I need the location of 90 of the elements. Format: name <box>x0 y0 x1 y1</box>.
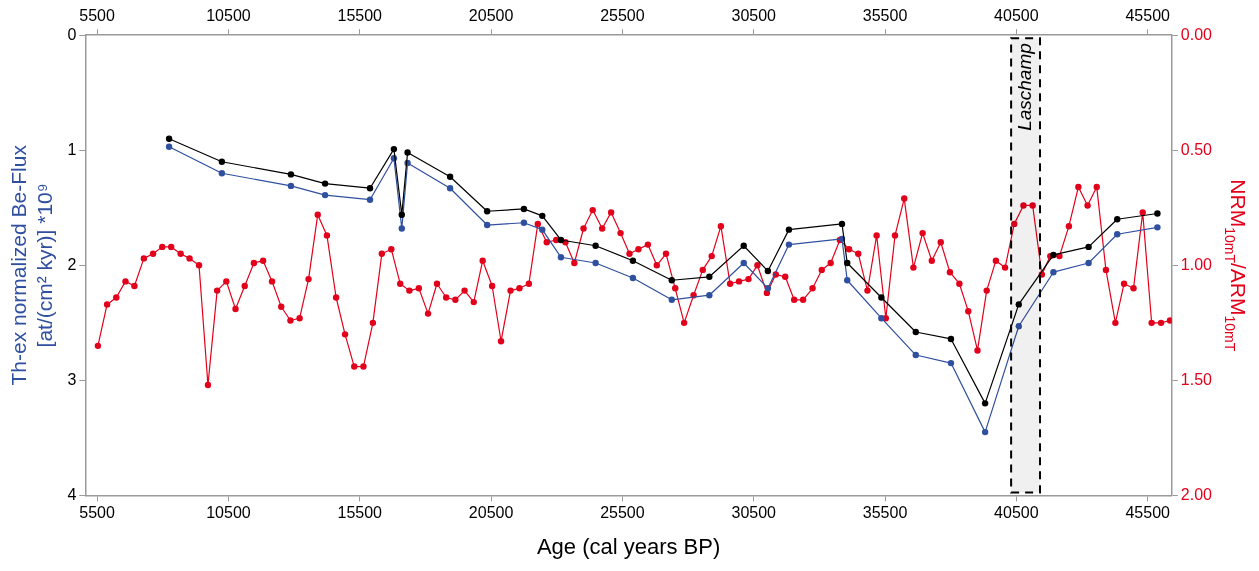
point <box>592 259 599 267</box>
point <box>1015 323 1022 330</box>
point <box>557 254 565 261</box>
point <box>706 273 713 281</box>
point <box>740 259 747 267</box>
y-axis-title: Th-ex normalized Be-Flux [at/(cm² kyr)] *10⁹ <box>7 144 56 386</box>
x2-tick-label: 45500 <box>1125 7 1171 25</box>
point <box>1085 259 1092 267</box>
point <box>539 212 546 220</box>
point <box>629 274 637 282</box>
point <box>446 173 454 180</box>
x2-tick-label: 20500 <box>468 7 514 25</box>
point <box>629 257 637 264</box>
point <box>981 400 989 407</box>
point <box>165 143 173 150</box>
point <box>366 196 374 203</box>
x-tick-label: 30500 <box>731 504 777 522</box>
x2-tick-label: 15500 <box>337 7 383 25</box>
point <box>947 335 955 343</box>
point <box>218 170 226 177</box>
point <box>785 226 793 233</box>
x-tick-label: 20500 <box>468 504 514 522</box>
y2-tick-label: 1.00 <box>1180 255 1213 273</box>
x-tick-label: 45500 <box>1125 504 1171 522</box>
y-tick-label: 4 <box>67 485 77 503</box>
x2-tick-label: 40500 <box>994 7 1039 25</box>
point <box>878 315 885 322</box>
x-tick-label: 15500 <box>337 504 383 522</box>
point <box>520 205 528 213</box>
point <box>668 277 675 284</box>
point <box>483 221 491 229</box>
point <box>706 292 713 299</box>
y-tick-label: 3 <box>67 370 77 388</box>
x2-tick-label: 35500 <box>862 7 908 25</box>
point <box>390 145 398 153</box>
point <box>321 191 329 199</box>
point <box>1114 216 1121 223</box>
point <box>1154 224 1161 231</box>
point <box>947 359 955 367</box>
point <box>539 226 546 233</box>
point <box>878 294 885 301</box>
point <box>740 242 747 249</box>
point <box>764 267 772 275</box>
point <box>1050 269 1057 276</box>
point <box>844 259 851 267</box>
point <box>366 185 374 192</box>
x2-tick-label: 25500 <box>600 7 645 25</box>
point <box>592 242 599 249</box>
x-tick-label: 5500 <box>79 504 116 522</box>
point <box>287 182 295 190</box>
x2-tick-label: 30500 <box>731 7 777 25</box>
point <box>764 285 772 292</box>
x-tick-label: 10500 <box>206 504 251 522</box>
point <box>844 277 851 284</box>
x-tick-label: 35500 <box>862 504 908 522</box>
y2-tick-label: 0.00 <box>1180 25 1213 43</box>
y-tick-label: 2 <box>67 255 77 273</box>
point <box>398 211 405 218</box>
point <box>520 219 528 226</box>
point <box>1085 243 1092 251</box>
point <box>1114 231 1121 238</box>
y2-tick-label: 1.50 <box>1180 370 1213 388</box>
y2-tick-label: 0.50 <box>1180 140 1213 158</box>
y2-tick-label: 2.00 <box>1180 485 1213 503</box>
point <box>912 351 919 359</box>
point <box>404 149 411 156</box>
point <box>912 328 919 336</box>
y-tick-label: 0 <box>67 25 77 43</box>
x2-tick-label: 5500 <box>79 7 116 25</box>
point <box>785 241 793 248</box>
point <box>321 180 329 187</box>
point <box>557 236 565 244</box>
point <box>838 220 846 228</box>
x2-tick-label: 10500 <box>206 7 251 25</box>
point <box>483 208 491 215</box>
point <box>165 135 173 142</box>
y2-axis-title: NRM10mT/ARM10mT <box>1222 179 1250 352</box>
point <box>398 225 405 232</box>
point <box>287 171 295 178</box>
point <box>1154 210 1161 217</box>
x-tick-label: 40500 <box>994 504 1039 522</box>
band-label: Laschamp <box>1013 43 1035 131</box>
point <box>446 185 454 192</box>
point <box>981 428 989 436</box>
point <box>1015 301 1022 308</box>
point <box>668 296 675 304</box>
point <box>218 158 226 165</box>
x-tick-label: 25500 <box>600 504 645 522</box>
x-axis-title: Age (cal years BP) <box>536 533 721 559</box>
y-tick-label: 1 <box>67 140 77 158</box>
